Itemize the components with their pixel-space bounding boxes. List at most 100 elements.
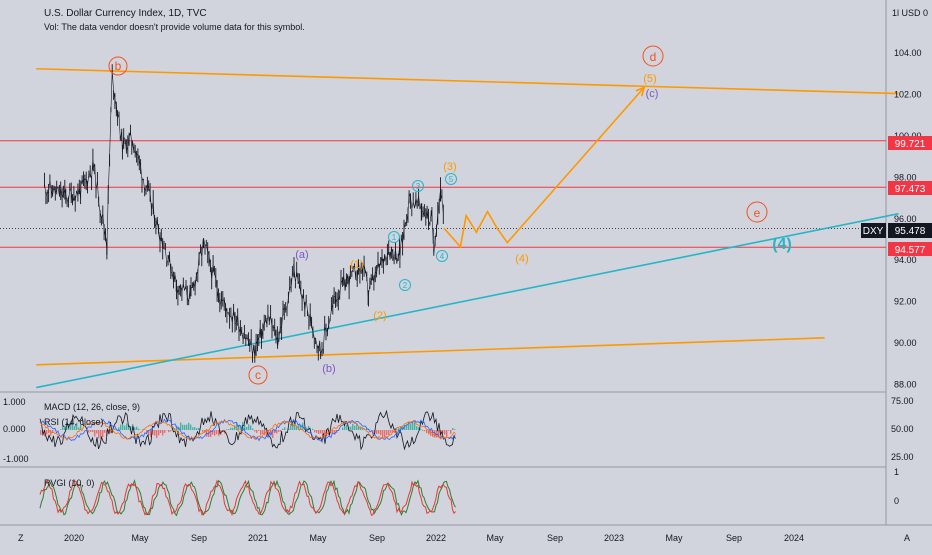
macd-histogram-bar xyxy=(422,430,423,431)
rvgi-label: RVGI (10, 0) xyxy=(44,478,94,488)
macd-histogram-bar xyxy=(452,428,453,430)
macd-histogram-bar xyxy=(290,424,291,430)
time-tick-label: May xyxy=(309,533,327,543)
macd-histogram-bar xyxy=(46,430,47,434)
macd-histogram-bar xyxy=(188,423,189,430)
macd-histogram-bar xyxy=(446,430,447,436)
wave-d-label: d xyxy=(650,50,657,64)
z-button[interactable]: Z xyxy=(18,533,24,543)
time-tick-label: 2023 xyxy=(604,533,624,543)
macd-left-tick-0: 0.000 xyxy=(3,424,26,434)
macd-histogram-bar xyxy=(278,430,279,432)
badge-99721-text: 99.721 xyxy=(895,139,926,150)
macd-histogram-bar xyxy=(444,430,445,435)
macd-histogram-bar xyxy=(156,430,157,438)
macd-histogram-bar xyxy=(158,430,159,435)
macd-histogram-bar xyxy=(312,429,313,430)
price-scale[interactable] xyxy=(886,0,932,550)
badge-dxy: DXY 95.478 xyxy=(861,223,932,238)
macd-histogram-bar xyxy=(342,428,343,430)
macd-label: MACD (12, 26, close, 9) xyxy=(44,402,140,412)
macd-histogram-bar xyxy=(450,430,451,434)
macd-histogram-bar xyxy=(424,430,425,431)
time-tick-label: Sep xyxy=(191,533,207,543)
wave-4-label: (4) xyxy=(515,253,528,265)
macd-left-tick-1: 1.000 xyxy=(3,397,26,407)
macd-histogram-bar xyxy=(258,430,259,431)
macd-histogram-bar xyxy=(454,429,455,430)
macd-histogram-bar xyxy=(426,430,427,433)
macd-histogram-bar xyxy=(410,423,411,430)
main-pane[interactable] xyxy=(0,0,886,392)
macd-histogram-bar xyxy=(382,430,383,438)
time-tick-label: Sep xyxy=(369,533,385,543)
macd-histogram-bar xyxy=(60,429,61,430)
time-tick-label: 2021 xyxy=(248,533,268,543)
macd-histogram-bar xyxy=(390,430,391,433)
wave-big-4-label: (4) xyxy=(772,236,792,253)
time-tick-label: 2022 xyxy=(426,533,446,543)
macd-histogram-bar xyxy=(88,430,89,433)
rsi-right-tick-25: 25.00 xyxy=(891,452,914,462)
macd-histogram-bar xyxy=(384,430,385,437)
wave-a-paren-label: (a) xyxy=(295,249,308,261)
macd-histogram-bar xyxy=(448,430,449,431)
macd-histogram-bar xyxy=(184,425,185,430)
macd-histogram-bar xyxy=(232,428,233,430)
macd-histogram-bar xyxy=(78,427,79,430)
macd-histogram-bar xyxy=(282,429,283,430)
badge-94577: 94.577 xyxy=(888,242,932,256)
macd-histogram-bar xyxy=(120,425,121,430)
price-tick-label: 104.00 xyxy=(894,48,922,58)
chart-title: U.S. Dollar Currency Index, 1D, TVC xyxy=(44,8,207,19)
a-button[interactable]: A xyxy=(904,533,910,543)
macd-histogram-bar xyxy=(190,425,191,430)
macd-histogram-bar xyxy=(318,430,319,434)
time-tick-label: May xyxy=(486,533,504,543)
badge-97473-text: 97.473 xyxy=(895,184,926,195)
macd-histogram-bar xyxy=(98,430,99,438)
minor-5-label: 5 xyxy=(449,175,454,184)
macd-histogram-bar xyxy=(332,430,333,432)
macd-histogram-bar xyxy=(420,429,421,430)
price-tick-label: 102.00 xyxy=(894,90,922,100)
time-tick-label: Sep xyxy=(726,533,742,543)
macd-histogram-bar xyxy=(360,427,361,430)
time-tick-label: May xyxy=(665,533,683,543)
rsi-label: RSI (14, close) xyxy=(44,417,104,427)
minor-1-label: 1 xyxy=(392,233,397,242)
badge-99721: 99.721 xyxy=(888,136,932,150)
macd-histogram-bar xyxy=(248,424,249,430)
macd-histogram-bar xyxy=(276,430,277,434)
macd-histogram-bar xyxy=(256,430,257,433)
badge-dxy-value: 95.478 xyxy=(895,226,926,237)
badge-94577-text: 94.577 xyxy=(895,245,926,256)
vol-note: Vol: The data vendor doesn't provide vol… xyxy=(44,22,305,32)
macd-histogram-bar xyxy=(124,426,125,430)
macd-histogram-bar xyxy=(406,425,407,430)
macd-histogram-bar xyxy=(50,430,51,436)
macd-histogram-bar xyxy=(168,430,169,432)
macd-histogram-bar xyxy=(180,423,181,430)
macd-histogram-bar xyxy=(92,430,93,432)
macd-histogram-bar xyxy=(316,430,317,433)
macd-histogram-bar xyxy=(430,430,431,436)
macd-histogram-bar xyxy=(202,430,203,432)
price-tick-label: 92.00 xyxy=(894,297,917,307)
time-tick-label: 2024 xyxy=(784,533,804,543)
macd-histogram-bar xyxy=(228,429,229,430)
wave-b-label: b xyxy=(115,59,122,73)
macd-histogram-bar xyxy=(314,430,315,432)
macd-histogram-bar xyxy=(186,425,187,430)
macd-histogram-bar xyxy=(386,430,387,435)
macd-histogram-bar xyxy=(376,430,377,434)
macd-histogram-bar xyxy=(226,429,227,430)
macd-histogram-bar xyxy=(352,424,353,430)
rvgi-right-tick-1: 1 xyxy=(894,467,899,477)
macd-histogram-bar xyxy=(40,430,41,435)
currency-label[interactable]: 1l USD 0 xyxy=(892,8,928,18)
macd-histogram-bar xyxy=(284,427,285,430)
macd-histogram-bar xyxy=(198,428,199,430)
